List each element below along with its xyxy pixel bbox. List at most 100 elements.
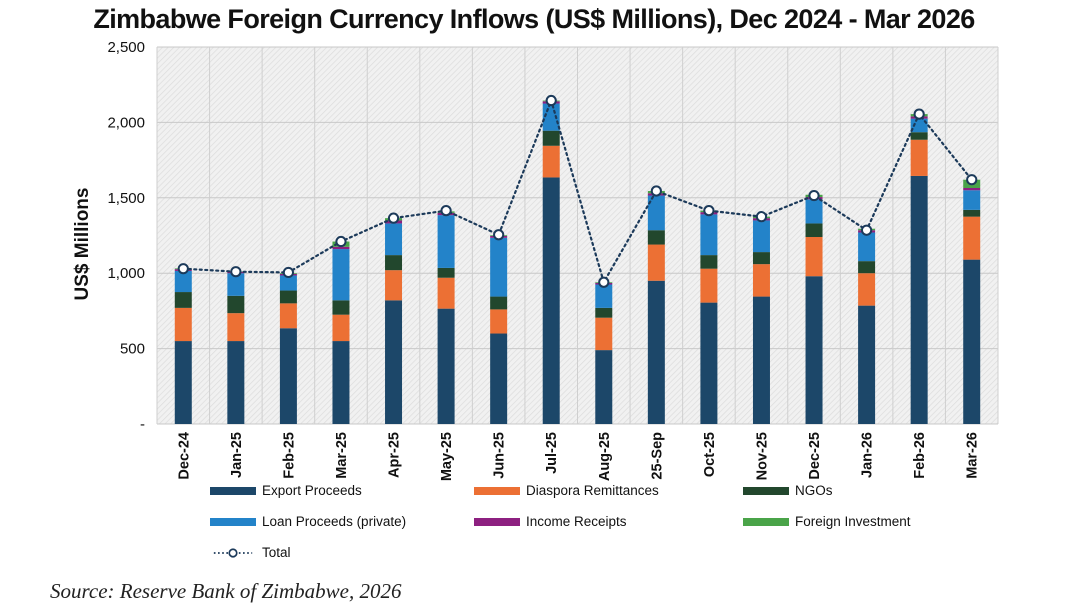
bar-export-proceeds — [963, 260, 980, 424]
bar-export-proceeds — [806, 276, 823, 424]
bar-ngos — [963, 210, 980, 217]
bar-export-proceeds — [911, 176, 928, 424]
bar-export-proceeds — [753, 297, 770, 424]
bar-export-proceeds — [543, 177, 560, 424]
bar-loan-proceeds-private — [385, 223, 402, 255]
bar-diaspora-remittances — [438, 278, 455, 309]
total-point — [336, 237, 345, 246]
x-tick-label: Dec-25 — [807, 432, 823, 480]
legend-label: Export Proceeds — [262, 483, 362, 498]
legend-label: Diaspora Remittances — [526, 483, 659, 498]
bar-diaspora-remittances — [332, 315, 349, 341]
total-point — [757, 212, 766, 221]
legend-total-marker — [210, 548, 256, 558]
y-tick-label: 1,500 — [107, 190, 145, 207]
legend-item-ngos: NGOs — [743, 483, 833, 498]
legend-swatch — [743, 487, 789, 495]
x-tick-label: Nov-25 — [754, 432, 770, 480]
bar-export-proceeds — [858, 306, 875, 424]
total-point — [389, 214, 398, 223]
bar-diaspora-remittances — [227, 313, 244, 341]
bar-ngos — [490, 297, 507, 310]
bar-diaspora-remittances — [280, 303, 297, 328]
bar-loan-proceeds-private — [332, 249, 349, 300]
bar-export-proceeds — [438, 309, 455, 424]
bar-diaspora-remittances — [543, 146, 560, 178]
legend-item-diaspora-remittances: Diaspora Remittances — [474, 483, 659, 498]
total-point — [284, 268, 293, 277]
source-note: Source: Reserve Bank of Zimbabwe, 2026 — [50, 579, 401, 604]
total-point — [967, 175, 976, 184]
y-tick-label: - — [140, 416, 145, 433]
bar-income-receipts — [332, 247, 349, 249]
bar-ngos — [543, 131, 560, 146]
x-tick-label: Dec-24 — [176, 432, 192, 480]
x-tick-label: Apr-25 — [387, 432, 403, 478]
bar-ngos — [385, 255, 402, 270]
bar-loan-proceeds-private — [963, 190, 980, 210]
bar-diaspora-remittances — [911, 140, 928, 176]
bar-diaspora-remittances — [175, 308, 192, 341]
x-tick-label: Feb-26 — [912, 432, 928, 479]
total-point — [547, 96, 556, 105]
x-tick-label: Oct-25 — [702, 432, 718, 477]
legend-swatch — [474, 487, 520, 495]
y-axis-label: US$ Millions — [72, 188, 93, 301]
x-tick-label: Mar-25 — [334, 432, 350, 479]
legend-item-loan-proceeds: Loan Proceeds (private) — [210, 514, 406, 529]
bar-diaspora-remittances — [595, 318, 612, 350]
y-tick-label: 2,000 — [107, 114, 145, 131]
bar-diaspora-remittances — [700, 269, 717, 303]
legend-label: Total — [262, 545, 291, 560]
bar-loan-proceeds-private — [490, 238, 507, 297]
bar-export-proceeds — [648, 281, 665, 424]
bar-export-proceeds — [385, 300, 402, 424]
x-tick-label: Jan-25 — [229, 432, 245, 478]
bar-loan-proceeds-private — [438, 215, 455, 268]
bar-loan-proceeds-private — [858, 232, 875, 261]
y-tick-label: 2,500 — [107, 39, 145, 56]
x-tick-label: Mar-26 — [965, 432, 981, 479]
legend-label: Income Receipts — [526, 514, 627, 529]
legend-swatch — [743, 518, 789, 526]
bar-export-proceeds — [332, 341, 349, 424]
bar-ngos — [911, 132, 928, 140]
total-point — [704, 206, 713, 215]
legend-label: Loan Proceeds (private) — [262, 514, 406, 529]
bar-diaspora-remittances — [490, 309, 507, 333]
bar-export-proceeds — [595, 350, 612, 424]
bar-loan-proceeds-private — [753, 220, 770, 252]
bar-ngos — [806, 223, 823, 237]
x-tick-label: Feb-25 — [281, 432, 297, 479]
bar-loan-proceeds-private — [806, 199, 823, 223]
bar-diaspora-remittances — [648, 245, 665, 281]
bar-export-proceeds — [490, 334, 507, 424]
total-point — [179, 264, 188, 273]
total-point — [809, 191, 818, 200]
bar-income-receipts — [963, 188, 980, 190]
bar-ngos — [438, 268, 455, 278]
bar-ngos — [595, 308, 612, 318]
bar-ngos — [700, 255, 717, 269]
x-tick-label: Aug-25 — [597, 432, 613, 481]
bar-diaspora-remittances — [963, 217, 980, 260]
bar-ngos — [227, 296, 244, 313]
legend-item-income-receipts: Income Receipts — [474, 514, 627, 529]
total-point — [862, 226, 871, 235]
bar-loan-proceeds-private — [700, 214, 717, 255]
bar-ngos — [648, 230, 665, 244]
total-point — [231, 267, 240, 276]
x-tick-label: Jul-25 — [544, 432, 560, 474]
bar-export-proceeds — [227, 341, 244, 424]
legend-swatch — [210, 518, 256, 526]
bar-loan-proceeds-private — [595, 285, 612, 308]
legend-swatch — [474, 518, 520, 526]
x-tick-label: 25-Sep — [649, 432, 665, 480]
total-point — [599, 278, 608, 287]
y-tick-label: 1,000 — [107, 265, 145, 282]
x-tick-label: Jan-26 — [860, 432, 876, 478]
bar-diaspora-remittances — [385, 270, 402, 300]
